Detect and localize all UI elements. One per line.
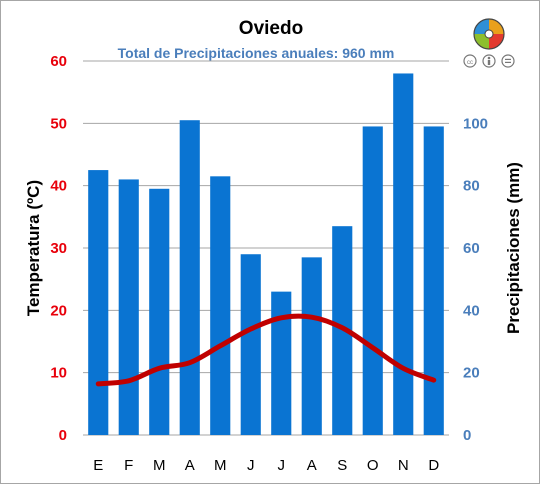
y-right-tick-label: 40 (463, 302, 480, 319)
y-left-tick-label: 30 (50, 240, 67, 257)
x-tick-label: S (337, 457, 347, 474)
y-left-tick-label: 0 (59, 427, 67, 444)
chart-subtitle: Total de Precipitaciones anuales: 960 mm (118, 45, 395, 61)
y-right-tick-label: 20 (463, 365, 480, 382)
by-icon (483, 55, 495, 67)
axis-ticks: 0 10 20 30 40 50 60 0 20 40 60 80 100 E F M A M J J A S O N D (50, 53, 488, 474)
puzzle-logo-icon (474, 19, 504, 49)
precipitation-bar (393, 73, 413, 435)
y-right-tick-label: 100 (463, 115, 488, 132)
x-tick-label: N (398, 457, 409, 474)
precipitation-bar (241, 254, 261, 435)
y-right-tick-label: 80 (463, 178, 480, 195)
y-left-tick-label: 20 (50, 302, 67, 319)
y-axis-right-label: Precipitaciones (mm) (504, 162, 523, 334)
precipitation-bar (210, 176, 230, 435)
precipitation-bars (88, 73, 444, 435)
precipitation-bar (363, 126, 383, 435)
precipitation-bar (180, 120, 200, 435)
y-left-tick-label: 60 (50, 53, 67, 70)
svg-text:cc: cc (467, 60, 473, 66)
x-tick-label: E (93, 457, 103, 474)
x-tick-label: A (307, 457, 317, 474)
precipitation-bar (302, 257, 322, 435)
x-tick-label: M (153, 457, 166, 474)
x-tick-label: D (428, 457, 439, 474)
temperature-line (98, 316, 434, 384)
x-tick-label: J (278, 457, 286, 474)
y-right-tick-label: 60 (463, 240, 480, 257)
precipitation-bar (119, 179, 139, 435)
y-right-tick-label: 0 (463, 427, 471, 444)
x-tick-label: J (247, 457, 255, 474)
x-tick-label: F (124, 457, 133, 474)
precipitation-bar (424, 126, 444, 435)
x-tick-label: O (367, 457, 379, 474)
nd-icon (502, 55, 514, 67)
x-tick-label: M (214, 457, 227, 474)
y-left-tick-label: 40 (50, 178, 67, 195)
cc-icon: cc (464, 55, 476, 67)
precipitation-bar (149, 189, 169, 435)
temperature-line-group (98, 316, 434, 384)
y-left-tick-label: 10 (50, 365, 67, 382)
y-axis-left-label: Temperatura (ºC) (24, 180, 43, 316)
y-left-tick-label: 50 (50, 115, 67, 132)
precipitation-bar (88, 170, 108, 435)
precipitation-bar (271, 292, 291, 435)
x-tick-label: A (185, 457, 195, 474)
chart-title: Oviedo (239, 18, 303, 39)
